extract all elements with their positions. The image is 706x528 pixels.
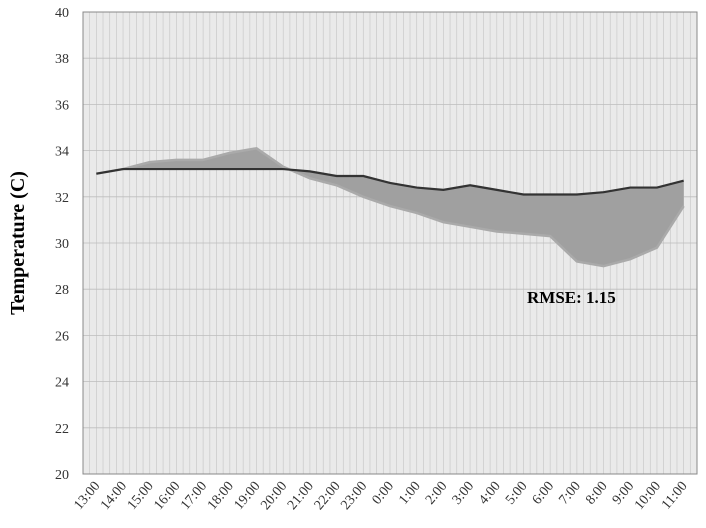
x-tick-label: 4:00 xyxy=(476,479,503,508)
y-axis-title: Temperature (C) xyxy=(7,171,29,315)
x-tick-label: 7:00 xyxy=(556,479,583,508)
x-tick-label: 2:00 xyxy=(423,479,450,508)
y-axis-tick-labels: 20 22 24 26 28 30 32 34 36 38 40 xyxy=(55,6,69,483)
series-line-simulated xyxy=(96,146,685,268)
x-tick-label: 17:00 xyxy=(178,479,210,513)
y-tick-label: 40 xyxy=(55,6,69,21)
y-tick-label: 24 xyxy=(55,376,69,391)
x-tick-label: 23:00 xyxy=(338,479,370,513)
x-axis-tick-labels: 13:0014:0015:0016:0017:0018:0019:0020:00… xyxy=(71,479,690,513)
x-tick-label: 1:00 xyxy=(396,479,423,508)
x-tick-label: 5:00 xyxy=(503,479,530,508)
difference-area xyxy=(96,148,684,267)
y-tick-label: 28 xyxy=(55,283,69,298)
y-tick-label: 22 xyxy=(55,422,69,437)
y-tick-label: 36 xyxy=(55,98,69,113)
x-tick-label: 20:00 xyxy=(258,479,290,513)
x-tick-label: 11:00 xyxy=(659,479,691,513)
x-tick-label: 13:00 xyxy=(71,479,103,513)
x-tick-label: 15:00 xyxy=(125,479,157,513)
x-tick-label: 16:00 xyxy=(152,479,184,513)
x-tick-label: 19:00 xyxy=(232,479,264,513)
x-tick-label: 6:00 xyxy=(530,479,557,508)
x-tick-label: 22:00 xyxy=(312,479,344,513)
x-tick-label: 8:00 xyxy=(583,479,610,508)
x-tick-label: 0:00 xyxy=(370,479,397,508)
y-tick-label: 30 xyxy=(55,237,69,252)
x-tick-label: 10:00 xyxy=(632,479,664,513)
x-tick-label: 14:00 xyxy=(98,479,130,513)
y-tick-label: 26 xyxy=(55,329,69,344)
x-tick-label: 21:00 xyxy=(285,479,317,513)
series-line-observed xyxy=(96,167,684,196)
y-tick-label: 32 xyxy=(55,191,69,206)
x-tick-label: 18:00 xyxy=(205,479,237,513)
y-tick-label: 20 xyxy=(55,468,69,483)
y-tick-label: 38 xyxy=(55,52,69,67)
plot-border xyxy=(82,11,698,475)
y-tick-label: 34 xyxy=(55,145,69,160)
x-tick-label: 3:00 xyxy=(450,479,477,508)
rmse-annotation: RMSE: 1.15 xyxy=(527,288,616,307)
